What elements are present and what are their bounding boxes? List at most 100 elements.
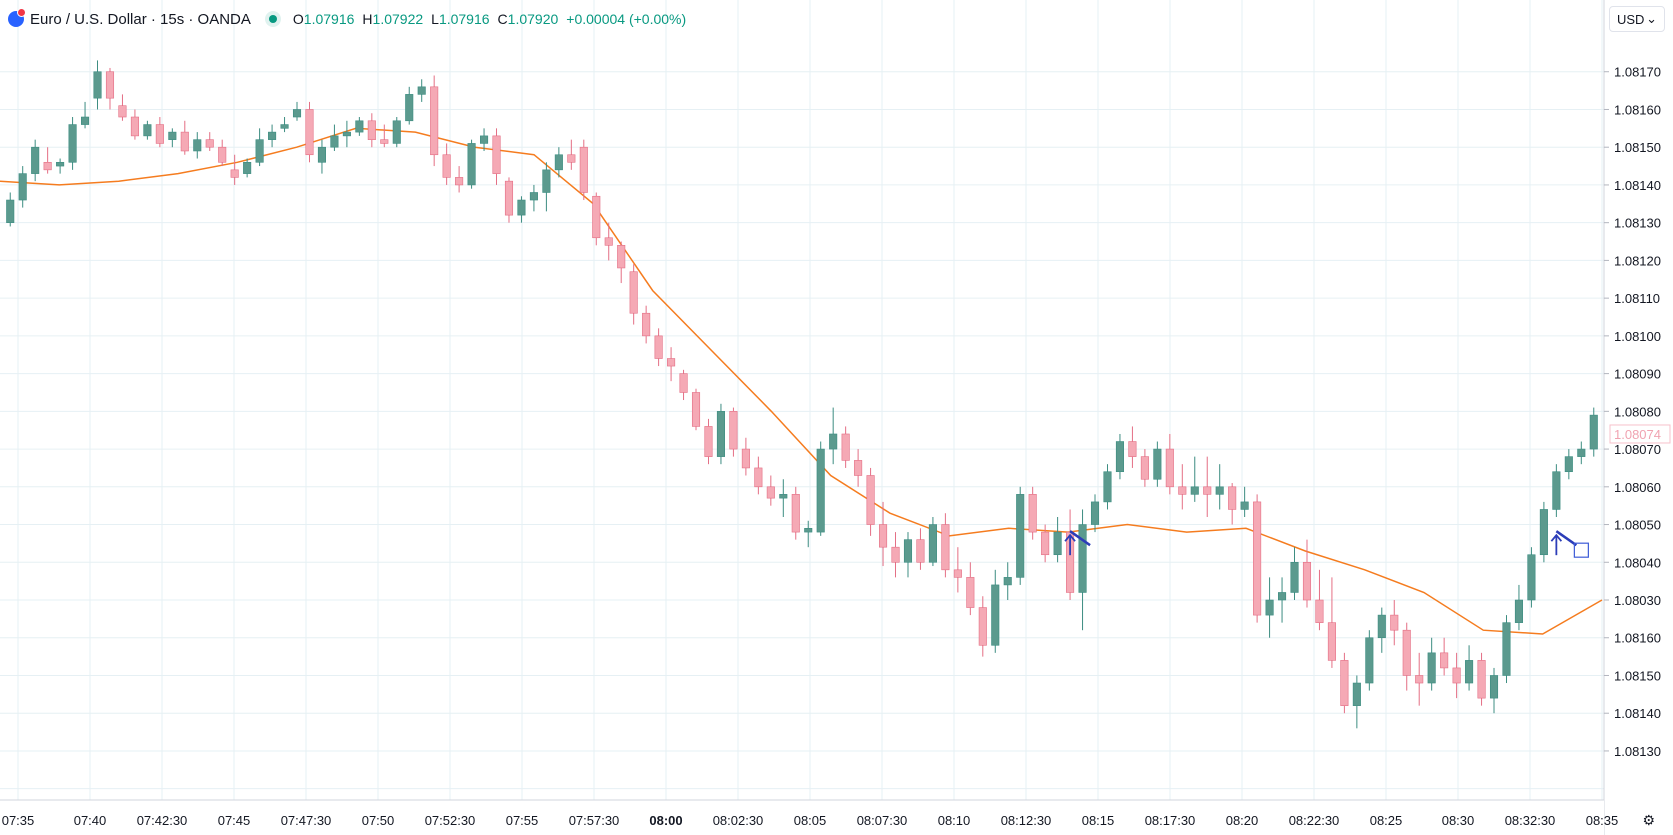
- candle: [292, 101, 302, 121]
- ohlc-close-value: 1.07920: [507, 11, 559, 27]
- candle-body: [1390, 614, 1399, 631]
- ohlc-open-value: 1.07916: [303, 11, 355, 27]
- candle-body: [1028, 494, 1037, 533]
- candle: [779, 479, 788, 517]
- candle-body: [629, 271, 638, 314]
- candle-body: [1165, 448, 1174, 488]
- candle: [1128, 426, 1137, 468]
- candle-body: [243, 161, 252, 174]
- candle: [1153, 441, 1162, 487]
- candle-body: [829, 433, 838, 450]
- candle-body: [941, 524, 950, 571]
- candle: [1477, 652, 1486, 706]
- annotation-arrow-up-with-line[interactable]: [1064, 530, 1091, 556]
- candle: [480, 128, 489, 151]
- candle-body: [1564, 456, 1573, 473]
- candle-body: [268, 131, 277, 140]
- candle-body: [130, 116, 139, 137]
- price-tick-label: 1.08130: [1614, 744, 1661, 759]
- candle: [903, 532, 913, 578]
- candle: [1103, 464, 1112, 510]
- candle: [866, 467, 875, 536]
- candle-body: [642, 312, 651, 337]
- candle-body: [355, 120, 364, 133]
- candle-body: [168, 131, 177, 140]
- candle: [1041, 524, 1050, 563]
- ohlc-close-key: C: [497, 11, 508, 27]
- price-tick-label: 1.08140: [1614, 706, 1661, 721]
- candle-body: [143, 124, 152, 137]
- candle-body: [978, 607, 987, 646]
- candle: [841, 426, 850, 468]
- candle: [205, 132, 214, 151]
- candle-body: [392, 120, 401, 144]
- candle-body: [155, 124, 164, 144]
- candle-body: [1178, 486, 1187, 495]
- candle: [1178, 464, 1187, 510]
- candle: [891, 532, 900, 578]
- market-status-icon[interactable]: [264, 11, 281, 27]
- candle-body: [766, 486, 775, 499]
- candle: [1465, 645, 1474, 691]
- candle-body: [6, 199, 15, 223]
- candle-body: [1003, 577, 1012, 586]
- candle-body: [1377, 614, 1386, 639]
- settings-gear-icon[interactable]: ⚙: [1642, 812, 1655, 828]
- time-tick-label: 07:40: [74, 813, 107, 828]
- candle-body: [554, 154, 563, 171]
- symbol-logo-icon[interactable]: [8, 8, 26, 27]
- candle: [43, 147, 52, 174]
- price-tick-label: 1.08160: [1614, 631, 1661, 646]
- candle: [1215, 464, 1224, 510]
- time-tick-label: 07:52:30: [425, 813, 476, 828]
- candle-body: [43, 161, 52, 171]
- annotation-arrow-up-with-line-and-box[interactable]: [1550, 530, 1589, 558]
- candle-body: [255, 139, 264, 163]
- candle: [68, 117, 77, 170]
- candle: [155, 117, 164, 148]
- candle: [405, 86, 414, 125]
- currency-selector[interactable]: USD ⌄: [1609, 6, 1665, 32]
- candle-body: [866, 475, 875, 525]
- candle: [93, 60, 102, 110]
- candle-body: [1253, 501, 1262, 616]
- candle-body: [18, 173, 27, 201]
- candle: [1527, 547, 1536, 608]
- price-tick-label: 1.08040: [1614, 555, 1661, 570]
- candle: [168, 128, 177, 148]
- candle: [1552, 464, 1561, 517]
- moving-average-line: [0, 127, 1603, 635]
- price-axis-bg: [1604, 0, 1673, 835]
- candle: [243, 158, 252, 178]
- candle: [1190, 456, 1199, 502]
- time-axis-bg: [0, 800, 1604, 835]
- candle: [554, 147, 563, 178]
- time-tick-label: 08:02:30: [713, 813, 764, 828]
- candle: [230, 154, 239, 185]
- time-tick-label: 07:55: [506, 813, 539, 828]
- candle-body: [1290, 561, 1299, 593]
- candle: [766, 475, 775, 506]
- candle-body: [617, 245, 626, 269]
- candle: [392, 117, 401, 148]
- candle: [829, 407, 838, 465]
- time-tick-label: 08:10: [938, 813, 971, 828]
- candle-body: [679, 373, 688, 393]
- candle: [218, 139, 227, 167]
- candle-body: [1053, 531, 1062, 556]
- candle-body: [741, 448, 750, 469]
- candle: [31, 139, 40, 182]
- price-tick-label: 1.08090: [1614, 367, 1661, 382]
- price-tick-label: 1.08110: [1614, 291, 1660, 306]
- time-tick-label: 08:00: [649, 813, 682, 828]
- time-tick-label: 08:25: [1370, 813, 1403, 828]
- candle: [417, 79, 426, 102]
- candle-body: [1090, 501, 1100, 525]
- candle-body: [716, 411, 725, 457]
- candle: [517, 196, 526, 223]
- candle: [130, 109, 139, 140]
- candle: [854, 449, 863, 487]
- candle: [1539, 501, 1548, 563]
- symbol-title[interactable]: Euro / U.S. Dollar · 15s · OANDA: [30, 10, 251, 28]
